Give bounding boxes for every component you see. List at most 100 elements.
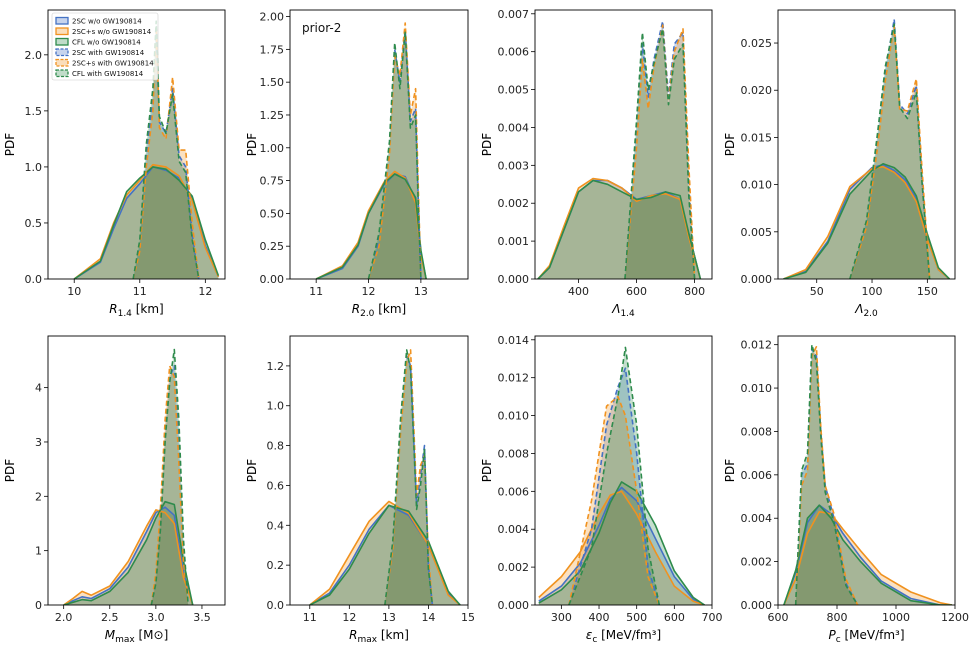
series-fill-1 [309,505,461,605]
series-line-2 [538,490,705,605]
x-tick-label: 1200 [941,611,969,624]
axes-frame [534,335,713,606]
legend-label-6: CFL with GW190814 [72,70,144,78]
x-tick-label: 14 [421,611,435,624]
y-tick-label: 0.005 [741,226,773,239]
x-tick-label: 700 [702,611,723,624]
series-line-6 [384,349,434,605]
x-tick-label: 11 [309,285,323,298]
series-line-6 [849,23,931,279]
y-tick-label: 0.008 [498,447,530,460]
y-axis-label: PDF [480,133,494,156]
y-tick-label: 0.010 [741,382,773,395]
series-line-1 [63,506,194,605]
axes-frame [289,335,469,606]
y-tick-label: 1.50 [260,76,285,89]
x-axis-label: R1.4 [km] [109,302,164,319]
series-line-2 [537,177,702,279]
y-axis-label: PDF [3,459,17,482]
legend-swatch-6 [55,69,69,78]
series-fill-6 [795,344,858,605]
y-tick-label: 1.75 [260,43,285,56]
y-tick-label: 0.8 [267,440,285,453]
y-axis-label: PDF [723,133,737,156]
series-fill-2 [309,501,461,605]
series-line-3 [783,163,951,279]
x-axis-label: R2.0 [km] [352,302,407,319]
y-tick-label: 0.012 [498,372,530,385]
series-fill-6 [625,28,695,279]
series-fill-2 [783,511,952,605]
series-fill-3 [537,180,701,279]
series-fill-1 [538,487,705,605]
x-tick-label: 300 [551,611,572,624]
y-axis-label: PDF [3,133,17,156]
y-tick-label: 0.001 [498,235,530,248]
chart-panel-7: 300 400 500 600 700 0.000 0.002 0.004 0.006 0.008… [480,334,723,645]
series-fill-4 [384,355,433,605]
series-line-6 [150,348,189,605]
y-tick-label: 1.5 [25,105,43,118]
series-line-2 [783,165,951,279]
y-tick-label: 0.014 [498,334,530,347]
series-line-6 [794,343,859,605]
plot-area [783,18,951,279]
series-fill-6 [133,21,199,279]
legend-label-5: 2SC+s with GW190814 [72,60,154,68]
y-tick-label: 0.008 [741,425,773,438]
x-tick-label: 11 [303,611,317,624]
axes-frame [47,9,226,280]
y-tick-label: 0.000 [498,599,530,612]
series-fill-1 [537,180,701,279]
x-axis-label: Λ1.4 [611,302,635,319]
y-tick-label: 0.002 [498,561,530,574]
series-fill-2 [74,164,219,279]
y-tick-label: 0.002 [498,197,530,210]
x-tick-label: 150 [917,285,938,298]
series-fill-1 [74,166,219,279]
y-tick-label: 0.000 [741,273,773,286]
x-tick-label: 50 [810,285,824,298]
y-tick-label: 0.00 [260,273,285,286]
plot-area [309,349,461,605]
series-fill-6 [849,24,930,279]
y-tick-label: 0.025 [741,37,773,50]
plot-area [73,20,220,279]
series-fill-3 [538,481,705,605]
x-tick-label: 400 [589,611,610,624]
axes-frame [777,9,956,280]
plot-area [63,348,194,605]
x-axis-label: Λ2.0 [854,302,878,319]
x-tick-label: 600 [664,611,685,624]
series-fill-5 [625,25,695,279]
x-tick-label: 800 [827,611,848,624]
series-line-3 [73,166,220,279]
y-tick-label: 0.000 [498,273,530,286]
x-tick-label: 12 [198,285,212,298]
y-tick-label: 0.006 [498,485,530,498]
legend-label-1: 2SC w/o GW190814 [72,18,142,26]
y-tick-label: 1.25 [260,109,285,122]
chart-panel-3: 400 600 800 0.000 0.001 0.002 0.003 0.004 0.005 0… [480,8,713,319]
x-tick-label: 100 [862,285,883,298]
series-fill-5 [133,26,199,279]
y-tick-label: 0.006 [498,46,530,59]
series-line-2 [783,510,953,605]
y-tick-label: 0.004 [498,121,530,134]
series-fill-3 [783,505,952,605]
series-fill-2 [316,171,427,279]
series-fill-4 [795,349,858,605]
series-fill-5 [568,396,660,605]
series-line-4 [794,348,859,605]
legend-label-3: CFL w/o GW190814 [72,39,141,47]
series-line-3 [63,500,194,605]
y-axis-label: PDF [245,133,259,156]
y-tick-label: 2.00 [260,11,285,24]
axes-frame [47,335,226,606]
legend-swatch-2 [55,27,69,36]
x-tick-label: 800 [684,285,705,298]
legend-box [51,12,159,81]
y-tick-label: 1.2 [267,360,285,373]
x-tick-label: 1000 [882,611,910,624]
series-fill-2 [538,491,705,605]
